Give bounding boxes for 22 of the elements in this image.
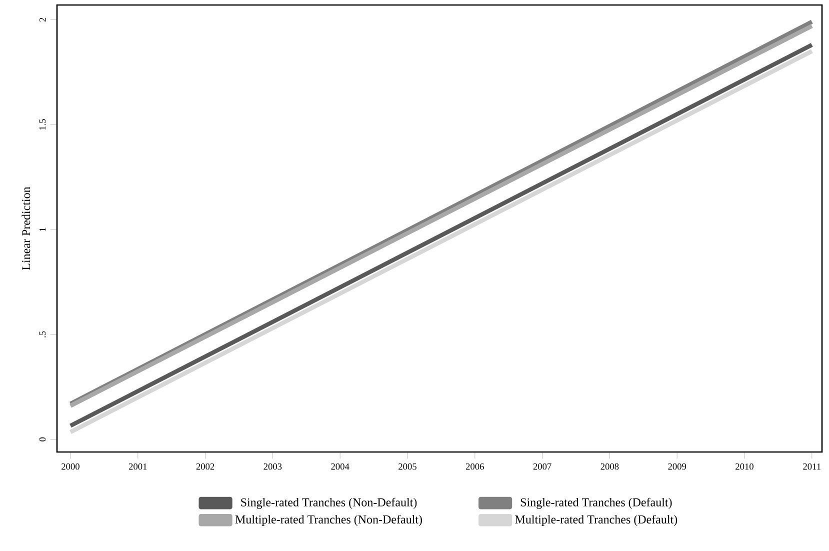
x-tick-label: 2006: [466, 463, 484, 470]
legend-label: Single-rated Tranches (Non-Default): [241, 498, 417, 509]
x-tick-label: 2009: [668, 463, 686, 470]
x-tick-label: 2000: [62, 463, 80, 470]
x-tick-label: 2005: [398, 463, 416, 470]
x-tick-label: 2001: [128, 463, 147, 470]
x-tick-label: 2011: [803, 463, 820, 470]
legend-label: Multiple-rated Tranches (Default): [515, 514, 678, 526]
y-tick-label: 1: [40, 228, 46, 232]
x-tick-label: 2003: [264, 463, 282, 470]
x-tick-label: 2004: [331, 463, 350, 470]
legend-label: Multiple-rated Tranches (Non-Default): [235, 514, 422, 526]
y-tick-label: 2: [39, 18, 46, 22]
x-tick-label: 2010: [736, 463, 754, 470]
legend-label: Single-rated Tranches (Default): [520, 498, 672, 509]
x-tick-label: 2002: [196, 463, 214, 470]
y-tick-label: 0: [39, 437, 46, 442]
y-tick-label: 1.5: [39, 119, 46, 130]
x-tick-label: 2007: [533, 463, 552, 470]
y-tick-label: .5: [39, 331, 46, 338]
y-axis-title: Linear Prediction: [22, 186, 30, 270]
x-tick-label: 2008: [600, 463, 619, 470]
